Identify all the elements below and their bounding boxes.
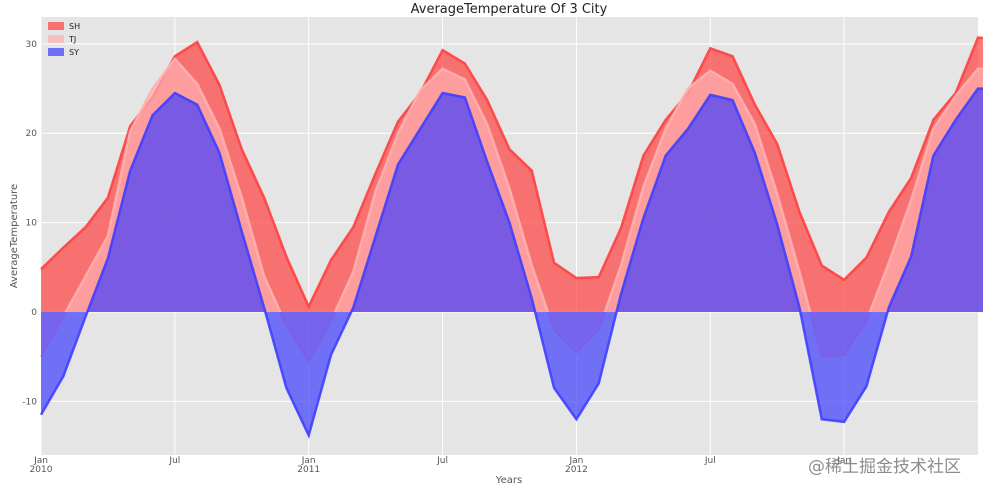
x-tick-label: Jan [33, 456, 48, 466]
y-axis-label: AverageTemperature [9, 184, 20, 288]
x-tick-label: Jul [168, 456, 180, 466]
legend-swatch-sy [48, 48, 64, 56]
watermark-text: @稀土掘金技术社区 [808, 457, 961, 477]
legend-label-sh: SH [69, 22, 80, 31]
legend-label-tj: TJ [68, 35, 76, 44]
legend-swatch-sh [48, 22, 64, 30]
y-tick-label: 30 [26, 40, 38, 50]
y-tick-label: -10 [22, 397, 37, 407]
legend-swatch-tj [48, 35, 64, 43]
x-tick-label: Jul [436, 456, 448, 466]
x-axis-label: Years [495, 475, 522, 486]
x-tick-label: Jan [568, 456, 583, 466]
y-tick-label: 20 [26, 129, 38, 139]
line-sy [39, 87, 983, 439]
x-tick-label-year: 2010 [30, 465, 53, 475]
legend: SH TJ SY [48, 22, 80, 57]
y-tick-label: 0 [31, 308, 37, 318]
legend-label-sy: SY [69, 48, 79, 57]
y-tick-labels: -10 0 10 20 30 [22, 40, 37, 408]
x-tick-label: Jan [836, 456, 851, 466]
series-areas [39, 36, 983, 439]
line-sh [40, 36, 983, 310]
x-tick-label-year: 2011 [297, 465, 320, 475]
x-tick-label: Jan [301, 456, 316, 466]
x-tick-label: Jul [704, 456, 716, 466]
x-tick-label-year: 2012 [565, 465, 588, 475]
y-tick-label: 10 [26, 219, 38, 229]
chart-title: AverageTemperature Of 3 City [411, 2, 608, 17]
